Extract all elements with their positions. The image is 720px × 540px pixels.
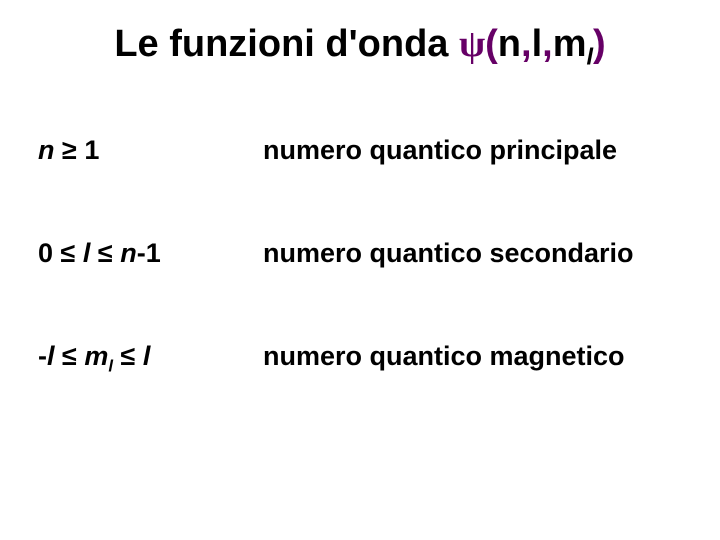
op-le2: ≤: [90, 238, 120, 268]
title-open: (: [485, 23, 498, 65]
condition-principal: n ≥ 1: [38, 135, 263, 166]
condition-secondary: 0 ≤ l ≤ n-1: [38, 238, 263, 269]
slide: Le funzioni d'onda ψ(n,l,ml) n ≥ 1 numer…: [0, 0, 720, 540]
var-l-neg: l: [47, 341, 55, 371]
op-le4: ≤: [113, 341, 143, 371]
val-minus1: -1: [137, 238, 161, 268]
op-ge: ≥: [55, 135, 85, 165]
desc-secondary: numero quantico secondario: [263, 238, 634, 269]
op-le1: ≤: [53, 238, 83, 268]
row-principal: n ≥ 1 numero quantico principale: [38, 135, 700, 166]
title-l: l: [532, 23, 543, 65]
var-n: n: [38, 135, 55, 165]
var-n2: n: [120, 238, 137, 268]
var-m: m: [84, 341, 108, 371]
condition-magnetic: -l ≤ ml ≤ l: [38, 341, 263, 376]
content-rows: n ≥ 1 numero quantico principale 0 ≤ l ≤…: [38, 135, 700, 448]
neg-sign: -: [38, 341, 47, 371]
var-l-pos: l: [143, 341, 151, 371]
title-sep2: ,: [542, 23, 553, 65]
op-le3: ≤: [55, 341, 85, 371]
val-0: 0: [38, 238, 53, 268]
row-magnetic: -l ≤ ml ≤ l numero quantico magnetico: [38, 341, 700, 376]
val-1: 1: [84, 135, 99, 165]
title-m: m: [553, 23, 587, 65]
slide-title: Le funzioni d'onda ψ(n,l,ml): [0, 22, 720, 71]
title-prefix: Le funzioni d'onda: [114, 23, 459, 65]
psi-symbol: ψ: [459, 23, 485, 65]
desc-magnetic: numero quantico magnetico: [263, 341, 625, 372]
title-n: n: [498, 23, 521, 65]
title-close: ): [593, 23, 606, 65]
title-sep1: ,: [521, 23, 532, 65]
row-secondary: 0 ≤ l ≤ n-1 numero quantico secondario: [38, 238, 700, 269]
desc-principal: numero quantico principale: [263, 135, 617, 166]
